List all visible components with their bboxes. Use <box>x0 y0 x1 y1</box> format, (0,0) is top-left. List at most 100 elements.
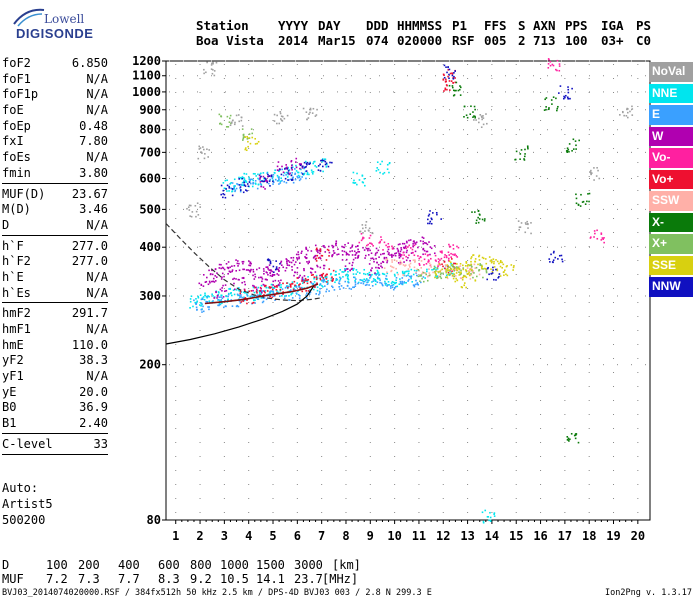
grid-dot <box>491 208 492 210</box>
data-point <box>419 280 421 283</box>
data-point <box>290 286 292 288</box>
grid-dot <box>533 246 534 248</box>
data-point <box>303 267 305 270</box>
data-point <box>195 298 197 300</box>
parameter-value: 3.80 <box>79 165 108 180</box>
grid-dot <box>253 295 254 297</box>
data-point <box>558 65 561 67</box>
data-point <box>419 281 422 284</box>
data-point <box>270 283 273 286</box>
data-point <box>473 272 475 274</box>
grid-dot <box>540 246 542 247</box>
grid-dot <box>248 512 250 513</box>
grid-dot <box>467 344 469 345</box>
data-point <box>452 264 454 266</box>
data-point <box>594 232 596 235</box>
data-point <box>265 284 267 287</box>
grid-dot <box>175 414 177 415</box>
grid-dot <box>253 60 254 62</box>
data-point <box>454 77 456 79</box>
grid-dot <box>547 177 548 179</box>
data-point <box>298 286 300 288</box>
grid-dot <box>175 274 177 275</box>
data-point <box>344 265 347 267</box>
data-point <box>322 279 324 282</box>
grid-dot <box>211 75 212 77</box>
data-point <box>191 211 194 213</box>
grid-dot <box>463 91 464 93</box>
grid-dot <box>365 75 366 77</box>
grid-dot <box>617 364 618 366</box>
data-point <box>360 282 362 284</box>
data-point <box>189 307 191 309</box>
data-point <box>386 250 389 253</box>
data-point <box>214 275 217 277</box>
data-point <box>230 291 232 294</box>
grid-dot <box>637 288 639 289</box>
data-point <box>200 305 202 307</box>
data-point <box>194 204 197 207</box>
grid-dot <box>519 177 520 179</box>
data-point <box>545 106 547 108</box>
data-point <box>479 263 481 265</box>
data-point <box>278 269 280 272</box>
parameter-value: 0.48 <box>79 118 108 133</box>
data-point <box>405 255 407 258</box>
data-point <box>316 265 319 268</box>
grid-dot <box>199 218 201 219</box>
grid-dot <box>564 316 566 317</box>
data-point <box>626 116 629 119</box>
data-point <box>404 265 406 267</box>
grid-dot <box>613 442 615 443</box>
grid-dot <box>515 288 517 289</box>
grid-dot <box>467 386 469 387</box>
data-point <box>293 280 296 283</box>
grid-dot <box>239 60 240 62</box>
grid-dot <box>351 151 352 153</box>
grid-dot <box>253 246 254 248</box>
data-point <box>195 215 197 218</box>
grid-dot <box>321 106 323 107</box>
data-point <box>339 269 342 271</box>
data-point <box>321 280 323 282</box>
data-point <box>425 250 428 253</box>
data-point <box>315 247 318 250</box>
grid-dot <box>175 386 177 387</box>
header-value-station: Boa Vista <box>196 33 264 48</box>
data-point <box>428 262 431 265</box>
grid-dot <box>588 470 590 471</box>
data-point <box>296 267 299 269</box>
data-point <box>205 71 207 74</box>
data-point <box>395 260 398 262</box>
grid-dot <box>637 232 639 233</box>
data-point <box>410 268 413 271</box>
data-point <box>403 282 406 284</box>
data-point <box>236 262 239 265</box>
data-point <box>482 520 485 523</box>
data-point <box>435 260 437 262</box>
data-point <box>276 284 278 287</box>
grid-dot <box>369 232 371 233</box>
data-point <box>238 294 241 297</box>
data-point <box>567 439 569 441</box>
grid-dot <box>564 204 566 205</box>
data-point <box>288 299 291 301</box>
data-point <box>567 86 569 88</box>
grid-dot <box>491 274 493 275</box>
data-point <box>189 300 192 303</box>
data-point <box>278 178 280 180</box>
grid-dot <box>345 442 347 443</box>
parameter-row: h`E N/A <box>2 270 108 286</box>
data-point <box>205 295 208 298</box>
data-point <box>482 268 484 270</box>
grid-dot <box>540 190 542 191</box>
data-point <box>474 260 476 263</box>
grid-dot <box>467 316 469 317</box>
grid-dot <box>519 208 520 210</box>
data-point <box>324 280 327 283</box>
data-point <box>200 283 203 286</box>
grid-dot <box>394 92 396 93</box>
grid-dot <box>248 176 250 177</box>
data-point <box>401 277 404 279</box>
data-point <box>209 281 211 284</box>
